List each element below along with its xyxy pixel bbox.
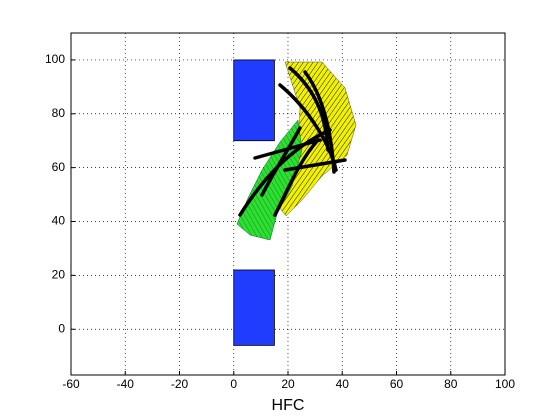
rectangle: [233, 269, 275, 346]
trajectory: [288, 66, 330, 152]
x-tick-label: 20: [281, 377, 295, 391]
y-tick-label: 80: [52, 106, 66, 120]
x-tick-label: -20: [171, 377, 189, 391]
x-tick-label: -40: [117, 377, 135, 391]
x-tick-label: 60: [390, 377, 404, 391]
x-tick-label: 0: [230, 377, 237, 391]
y-tick-label: 20: [52, 268, 66, 282]
rectangle: [233, 59, 275, 142]
trajectory: [273, 138, 320, 217]
y-tick-label: 60: [52, 160, 66, 174]
trajectory: [260, 126, 302, 197]
trajectory-fan: [236, 61, 357, 241]
x-tick-label: 40: [336, 377, 350, 391]
x-tick-label: 100: [495, 377, 515, 391]
x-axis-label: HFC: [272, 397, 305, 414]
x-tick-label: -60: [62, 377, 80, 391]
y-tick-label: 100: [45, 52, 65, 66]
trajectory-lines: [238, 66, 347, 217]
marks: [233, 59, 275, 346]
ticks: -60 -40 -20 0 20 40 60 80 100 0 20 40 60 80 100: [45, 52, 515, 391]
trajectory: [283, 158, 347, 172]
y-tick-label: 0: [58, 321, 65, 335]
x-tick-label: 80: [444, 377, 458, 391]
y-tick-label: 40: [52, 214, 66, 228]
